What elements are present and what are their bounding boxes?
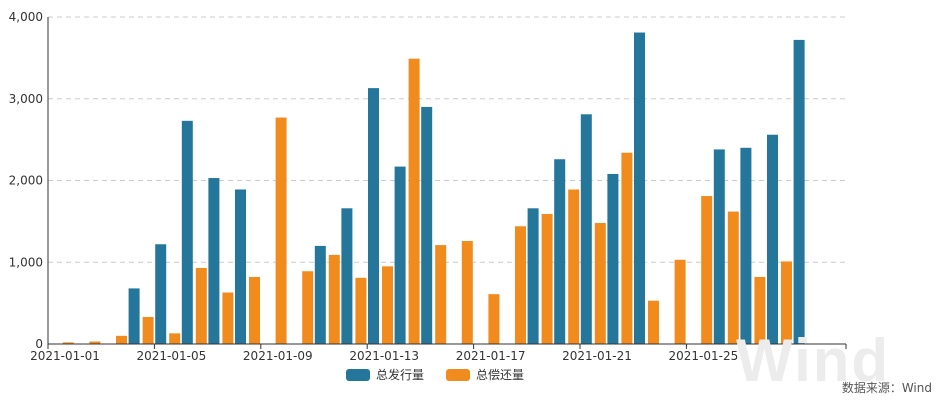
bar-issuance: [527, 208, 539, 344]
bar-repayment: [515, 226, 526, 344]
bar-issuance: [341, 208, 353, 344]
bar-repayment: [408, 58, 420, 344]
bar-repayment: [727, 211, 739, 344]
bar-repayment: [328, 254, 340, 344]
x-tick-label: 2021-01-17: [456, 349, 526, 363]
legend-label-issuance: 总发行量: [376, 368, 425, 382]
bar-repayment: [142, 317, 154, 344]
bar-issuance: [235, 189, 246, 344]
bar-repayment: [89, 341, 101, 344]
bar-repayment: [674, 259, 686, 344]
bar-repayment: [568, 189, 580, 344]
bar-issuance: [554, 159, 566, 344]
bar-issuance: [607, 173, 619, 344]
bar-issuance: [740, 147, 752, 344]
bar-issuance: [155, 244, 167, 344]
x-tick-label: 2021-01-25: [669, 349, 739, 363]
legend-label-repayment: 总偿还量: [476, 368, 525, 382]
bar-repayment: [275, 117, 287, 345]
x-tick-label: 2021-01-21: [562, 349, 632, 363]
legend-swatch-repayment: [446, 368, 471, 381]
bar-repayment: [594, 223, 606, 344]
bar-issuance: [394, 166, 406, 344]
bar-repayment: [488, 294, 500, 344]
legend: 总发行量 总偿还量: [346, 366, 524, 383]
bar-issuance: [767, 134, 778, 344]
wind-watermark: Wind: [736, 327, 891, 394]
bar-repayment: [62, 342, 74, 344]
data-source: 数据来源：Wind: [841, 381, 932, 395]
bar-repayment: [302, 271, 314, 344]
bar-repayment: [382, 266, 393, 344]
y-tick-label: 0: [35, 337, 43, 351]
bar-issuance: [580, 114, 592, 344]
bar-issuance: [181, 120, 193, 344]
bar-repayment: [169, 333, 181, 344]
bar-issuance: [634, 32, 645, 344]
bar-repayment: [249, 276, 260, 344]
bar-issuance: [713, 149, 725, 344]
x-tick-label: 2021-01-01: [30, 349, 100, 363]
bar-repayment: [116, 335, 127, 344]
bar-repayment: [754, 276, 766, 344]
bar-repayment: [461, 240, 473, 344]
bar-issuance: [793, 39, 805, 344]
bar-issuance: [208, 178, 220, 344]
bar-repayment: [222, 292, 234, 344]
legend-item-issuance[interactable]: 总发行量: [346, 366, 424, 383]
legend-item-repayment[interactable]: 总偿还量: [446, 366, 524, 383]
x-tick-label: 2021-01-09: [243, 349, 313, 363]
bar-repayment: [355, 277, 367, 344]
bar-repayment: [195, 267, 207, 344]
x-tick-label: 2021-01-05: [137, 349, 207, 363]
y-tick-label: 2,000: [9, 174, 43, 188]
bar-issuance: [128, 288, 140, 344]
bar-repayment: [701, 196, 713, 344]
bar-repayment: [435, 245, 447, 344]
bar-repayment: [781, 261, 792, 344]
bar-repayment: [541, 214, 553, 344]
bar-repayment: [648, 300, 659, 344]
x-tick-label: 2021-01-13: [349, 349, 419, 363]
bar-issuance: [421, 106, 433, 344]
y-tick-label: 3,000: [9, 92, 43, 106]
y-tick-label: 1,000: [9, 255, 43, 269]
bar-repayment: [621, 152, 633, 344]
y-tick-label: 4,000: [9, 10, 43, 24]
bar-issuance: [314, 245, 326, 344]
legend-swatch-issuance: [346, 368, 370, 381]
bar-issuance: [368, 88, 379, 344]
